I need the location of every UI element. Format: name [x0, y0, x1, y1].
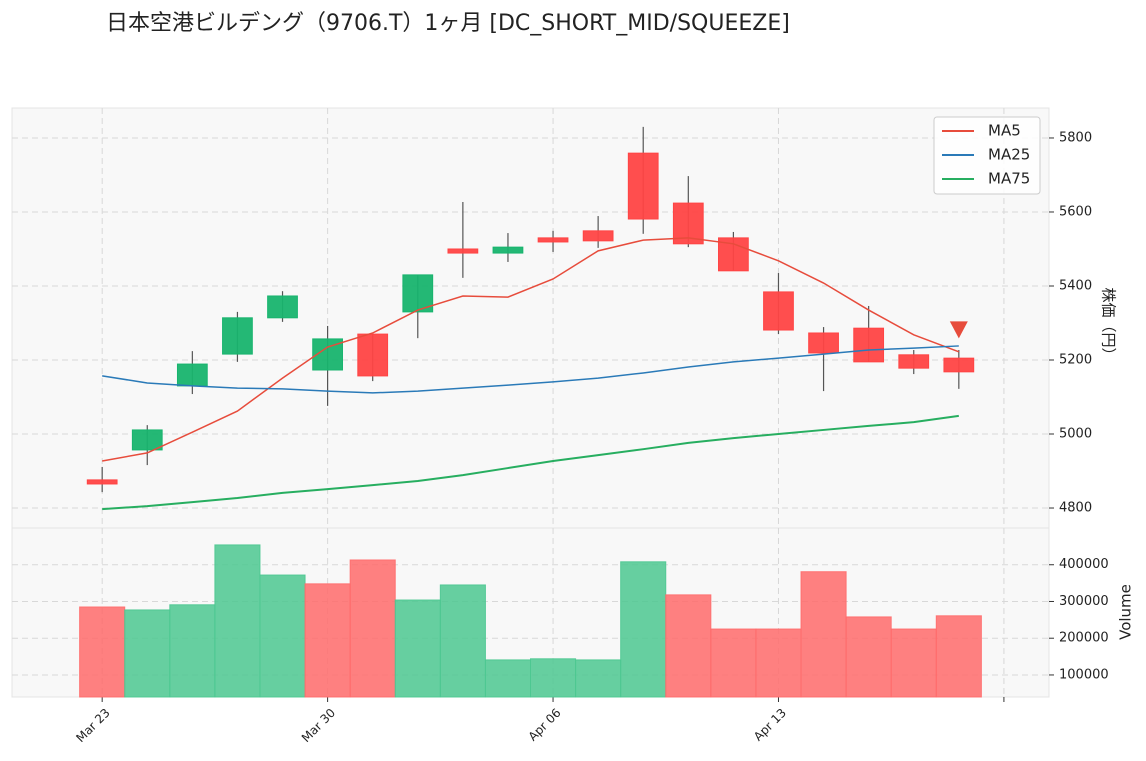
volume-bar	[79, 606, 126, 698]
candle-body	[86, 479, 118, 485]
volume-bar	[214, 544, 261, 698]
volume-bar	[530, 658, 577, 698]
volume-tick-label: 100000	[1059, 667, 1109, 682]
candle-body	[672, 202, 704, 245]
y-tick-label: 5600	[1059, 204, 1092, 219]
candle-body	[853, 327, 885, 363]
volume-bar	[845, 616, 892, 698]
y-tick-label: 5400	[1059, 278, 1092, 293]
candle-body	[176, 363, 208, 387]
ma-line	[102, 237, 960, 462]
y-axis-label: 株価（円）	[1100, 287, 1118, 362]
candle-body	[898, 354, 930, 369]
candle-body	[222, 317, 253, 355]
volume-bar	[394, 599, 441, 698]
legend-label: MA25	[988, 146, 1030, 164]
legend-label: MA75	[988, 170, 1030, 188]
x-tick-label: Mar 23	[73, 706, 112, 745]
volume-bar	[800, 571, 847, 698]
volume-bar	[620, 561, 667, 698]
volume-tick-label: 200000	[1059, 631, 1109, 646]
volume-bar	[710, 628, 757, 698]
candle-body	[492, 246, 524, 254]
volume-bar	[755, 628, 802, 698]
candle-body	[402, 274, 434, 313]
volume-bar	[575, 659, 622, 698]
candle-body	[537, 237, 569, 243]
y-tick-label: 5800	[1059, 130, 1092, 145]
candle-body	[267, 295, 298, 319]
signal-marker	[949, 321, 968, 339]
volume-axis-label: Volume	[1117, 584, 1135, 640]
ma-line	[102, 414, 959, 511]
candle-body	[447, 248, 479, 254]
x-tick-label: Apr 13	[751, 706, 789, 744]
x-tick-label: Apr 06	[526, 706, 564, 744]
y-tick-label: 5200	[1059, 353, 1092, 368]
volume-bar	[439, 584, 486, 698]
candle-body	[582, 230, 614, 242]
volume-bar	[665, 594, 712, 698]
volume-bar	[169, 604, 216, 698]
candle-body	[357, 333, 389, 377]
volume-bar	[349, 559, 396, 698]
ma-line	[102, 345, 959, 394]
plot-background	[11, 107, 1050, 698]
candle-body	[808, 332, 839, 354]
volume-tick-label: 400000	[1059, 557, 1109, 572]
volume-bar	[304, 583, 351, 698]
legend-box	[933, 116, 1041, 195]
volume-bar	[890, 628, 937, 698]
y-tick-label: 4800	[1059, 501, 1092, 516]
volume-bar	[259, 574, 306, 698]
volume-bar	[484, 659, 532, 698]
candle-body	[131, 429, 163, 451]
candle-body	[763, 291, 794, 331]
candle-body	[627, 152, 659, 220]
chart-title: 日本空港ビルデング（9706.T）1ヶ月 [DC_SHORT_MID/SQUEE…	[106, 11, 790, 36]
x-tick-label: Mar 30	[299, 706, 338, 745]
volume-bar	[935, 615, 982, 698]
candle-body	[943, 357, 975, 373]
legend-label: MA5	[988, 122, 1021, 140]
volume-bar	[124, 609, 171, 698]
volume-tick-label: 300000	[1059, 594, 1109, 609]
y-tick-label: 5000	[1059, 427, 1092, 442]
